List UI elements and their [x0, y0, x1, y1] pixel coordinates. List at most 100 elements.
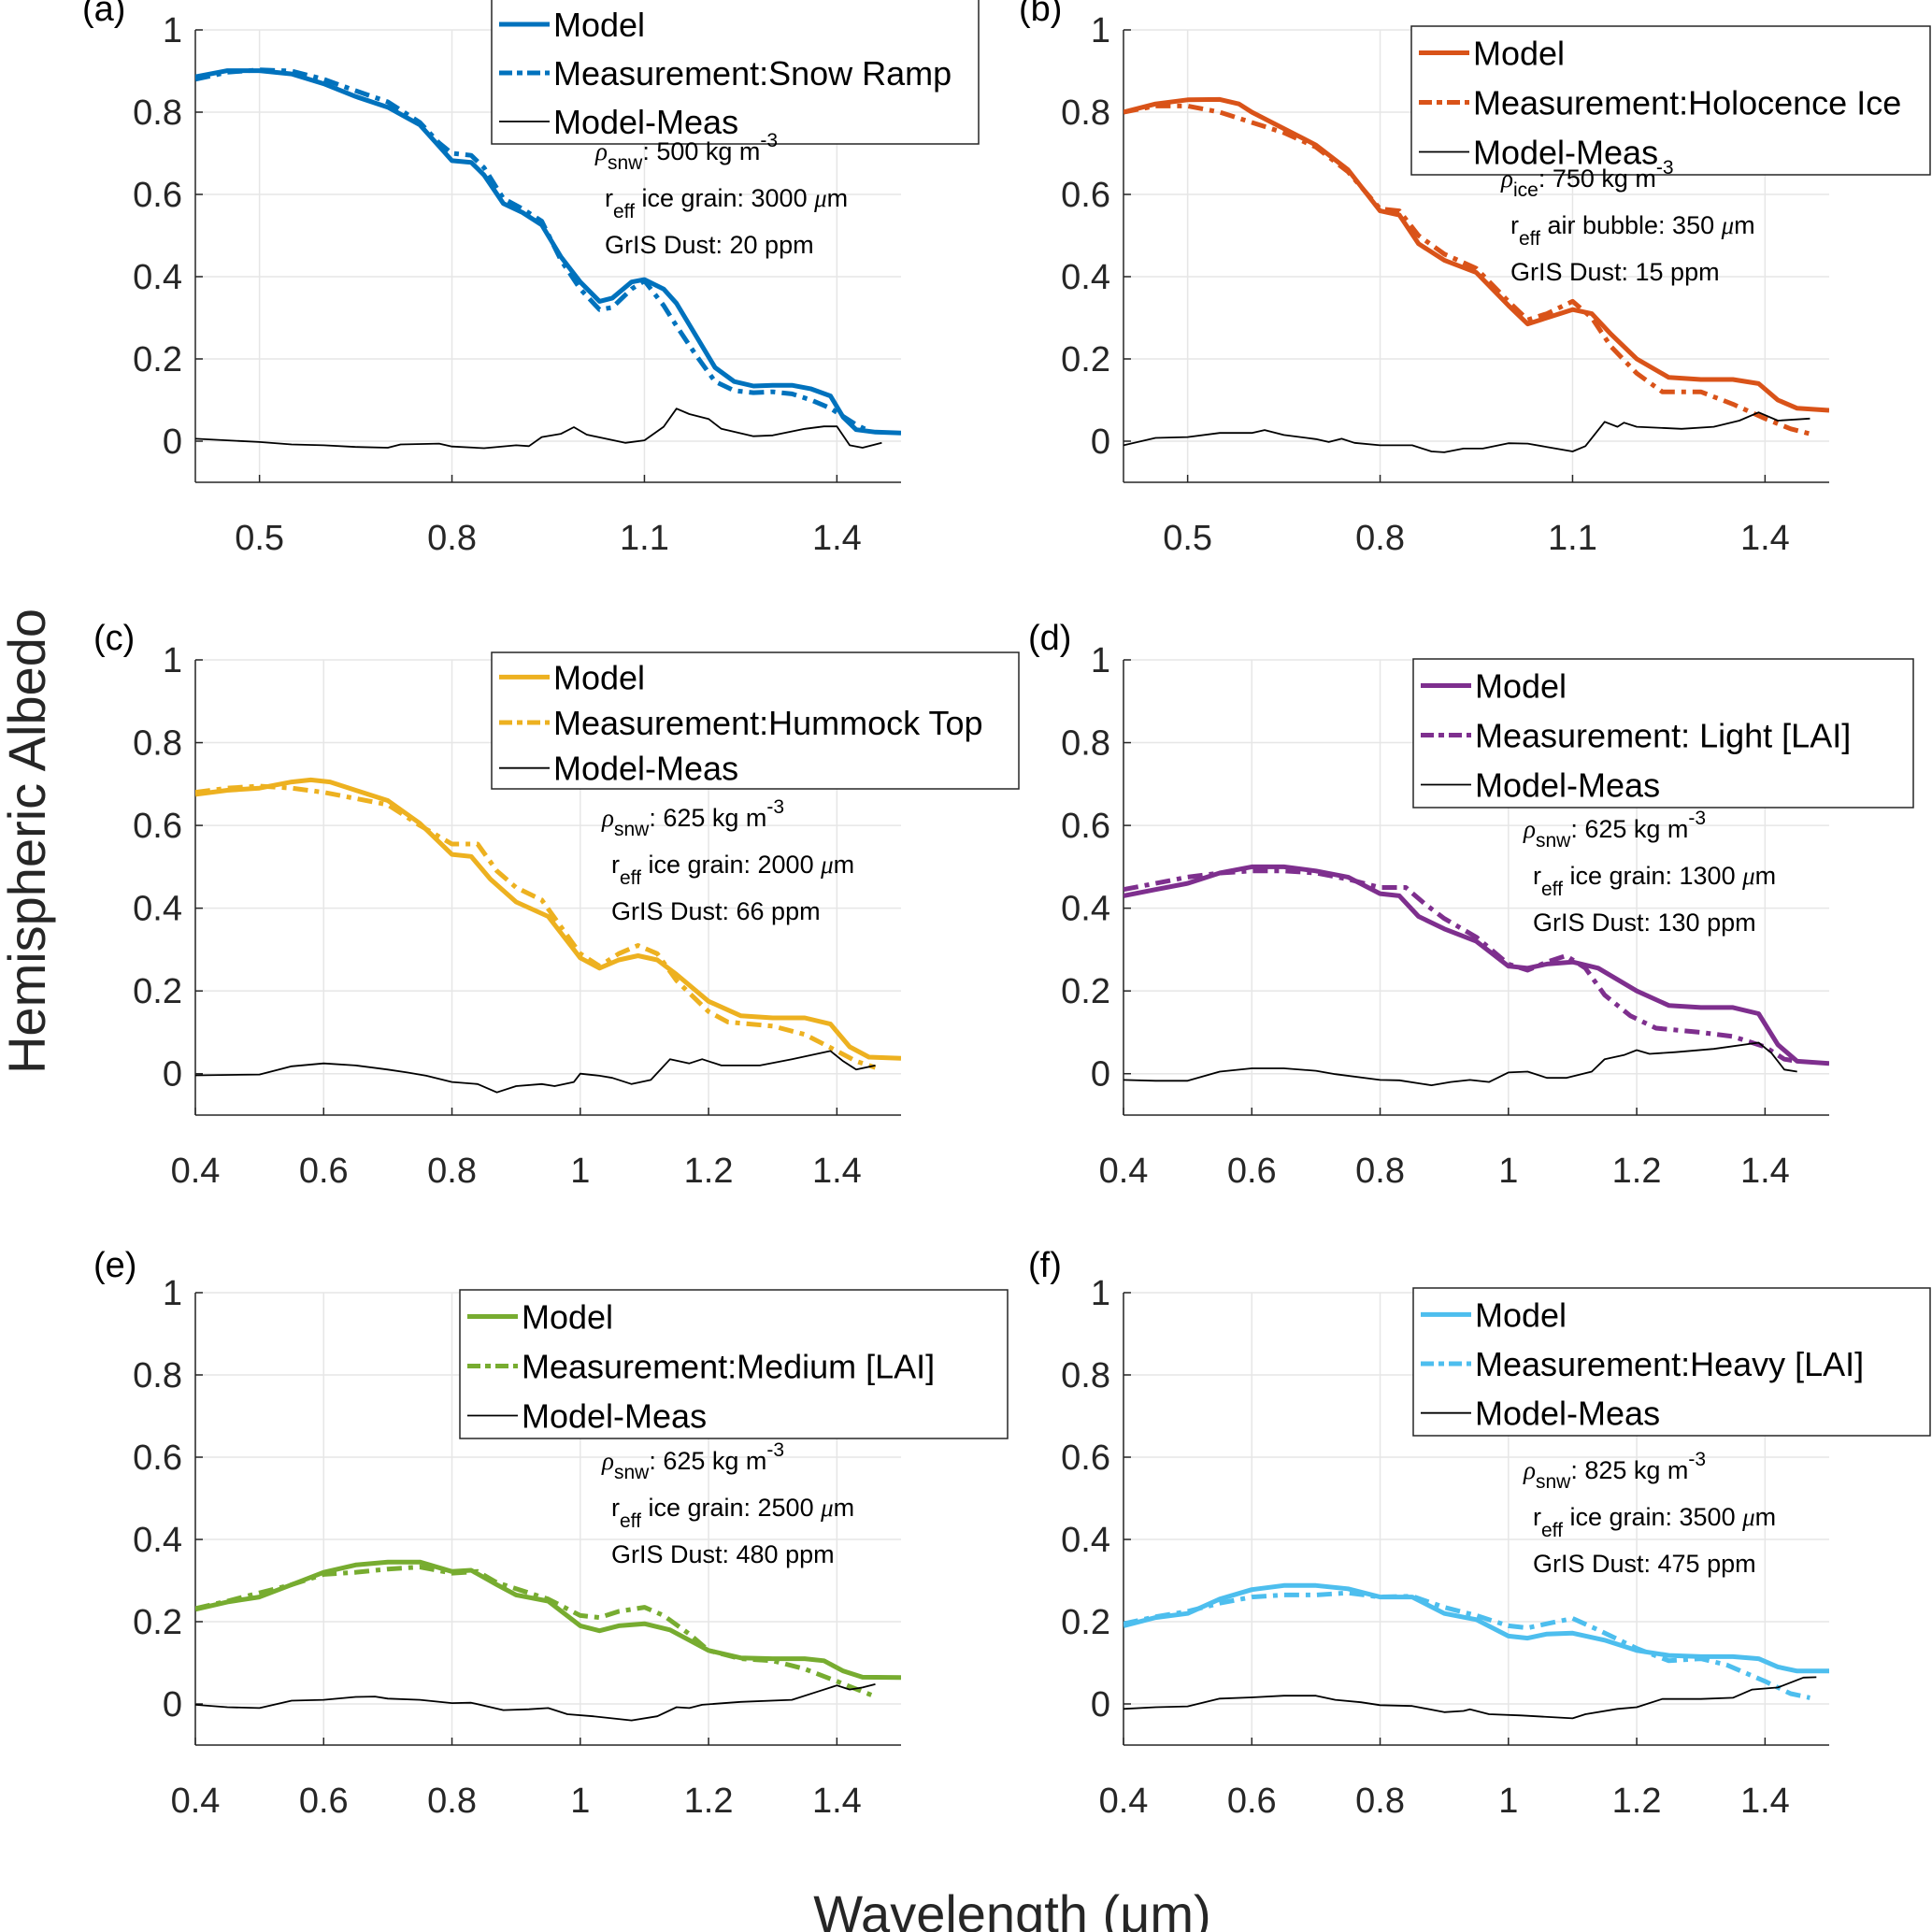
plot-area	[1123, 864, 1829, 1086]
density-annotation: ρsnw: 625 kg m-3	[601, 796, 784, 840]
y-tick-label: 0.8	[1061, 1356, 1110, 1395]
y-tick-label: 0.8	[133, 93, 182, 133]
y-tick-label: 0.4	[133, 1521, 182, 1560]
plot-area	[1123, 96, 1829, 453]
x-axis-title: Wavelength (μm)	[813, 1884, 1210, 1932]
x-tick-label: 1	[570, 1152, 590, 1191]
measurement-series-line	[195, 1565, 877, 1699]
legend: Model Measurement:Heavy [LAI] Model-Meas	[1412, 1287, 1931, 1437]
y-tick-label: 0	[163, 1055, 182, 1095]
y-tick-label: 0	[1091, 422, 1110, 462]
legend: Model Measurement:Snow Ramp Model-Meas	[491, 0, 980, 145]
y-tick-label: 0.8	[1061, 724, 1110, 764]
panel-label: (d)	[1028, 619, 1071, 658]
y-tick-label: 1	[1091, 1274, 1110, 1313]
panel-label: (e)	[93, 1246, 136, 1285]
x-tick-label: 0.8	[1355, 1782, 1405, 1821]
panel-f: 0.4 0.6 0.8 1 1.2 1.4 0 0.2 0.4 0.6 0.8 1 (f) Model Me…	[1028, 1246, 1931, 1821]
x-tick-label: 1.1	[620, 519, 669, 558]
measurement-series-line	[195, 67, 870, 434]
dust-annotation: GrIS Dust: 20 ppm	[605, 231, 814, 259]
y-tick-label: 1	[163, 641, 182, 680]
radius-annotation: reff ice grain: 2000 μm	[611, 851, 854, 889]
x-tick-label: 1.4	[1740, 1782, 1790, 1821]
x-tick-label: 0.4	[171, 1782, 221, 1821]
x-tick-label: 1.2	[1612, 1152, 1662, 1191]
radius-annotation: reff ice grain: 3500 μm	[1533, 1503, 1776, 1541]
model-series-line	[195, 68, 901, 436]
x-tick-label: 0.6	[299, 1152, 349, 1191]
panel-c: 0.4 0.6 0.8 1 1.2 1.4 0 0.2 0.4 0.6 0.8 1 (c) Model Me…	[93, 619, 1020, 1191]
model-series-line	[1123, 1582, 1829, 1674]
x-tick-label: 1.1	[1548, 519, 1597, 558]
x-tick-label: 0.4	[171, 1152, 221, 1191]
difference-series-line	[195, 1050, 876, 1094]
x-tick-label: 0.8	[1355, 1152, 1405, 1191]
dust-annotation: GrIS Dust: 130 ppm	[1533, 909, 1756, 937]
plot-area	[1123, 1582, 1829, 1720]
dust-annotation: GrIS Dust: 480 ppm	[611, 1540, 835, 1568]
legend-entry-label: Model-Meas	[1475, 1395, 1660, 1433]
legend: Model Measurement:Holocence Ice Model-Meas	[1410, 25, 1931, 176]
density-annotation: ρsnw: 500 kg m-3	[594, 130, 778, 174]
y-tick-label: 0.4	[133, 258, 182, 297]
legend-box	[1412, 1287, 1931, 1437]
y-tick-label: 0.4	[133, 890, 182, 929]
x-tick-label: 1.4	[812, 1782, 862, 1821]
x-tick-label: 0.5	[235, 519, 284, 558]
legend-entry-label: Model	[522, 1298, 613, 1337]
legend-entry-label: Measurement: Light [LAI]	[1475, 717, 1851, 755]
x-tick-label: 0.4	[1099, 1782, 1149, 1821]
difference-series-line	[195, 408, 882, 450]
x-tick-label: 1.4	[1740, 519, 1790, 558]
density-annotation: ρsnw: 625 kg m-3	[1523, 808, 1706, 852]
x-tick-label: 1	[1498, 1782, 1518, 1821]
parameter-annotation: ρsnw: 825 kg m-3 reff ice grain: 3500 μm G…	[1523, 1449, 1776, 1578]
y-tick-label: 0.6	[133, 807, 182, 846]
legend-box	[1412, 658, 1914, 809]
measurement-series-line	[195, 783, 877, 1070]
x-tick-label: 0.8	[427, 1152, 477, 1191]
difference-series-line	[1123, 411, 1810, 453]
y-tick-label: 0.6	[133, 176, 182, 215]
parameter-annotation: ρsnw: 625 kg m-3 reff ice grain: 2500 μm G…	[601, 1439, 854, 1568]
panel-label: (a)	[82, 0, 125, 29]
y-tick-label: 0.2	[133, 1603, 182, 1642]
y-tick-label: 0.6	[1061, 176, 1110, 215]
model-series-line	[1123, 96, 1829, 413]
parameter-annotation: ρice: 750 kg m-3 reff air bubble: 350 μm G…	[1500, 157, 1755, 286]
x-tick-label: 1	[570, 1782, 590, 1821]
legend-entry-label: Measurement:Medium [LAI]	[522, 1348, 935, 1386]
y-tick-label: 0.8	[133, 1356, 182, 1395]
legend-entry-label: Model	[553, 6, 645, 44]
legend: Model Measurement:Medium [LAI] Model-Meas	[459, 1289, 1009, 1439]
y-tick-label: 0	[1091, 1055, 1110, 1095]
legend-entry-label: Measurement:Heavy [LAI]	[1475, 1345, 1864, 1383]
density-annotation: ρice: 750 kg m-3	[1500, 157, 1674, 201]
parameter-annotation: ρsnw: 625 kg m-3 reff ice grain: 1300 μm G…	[1523, 808, 1776, 937]
plot-area	[195, 777, 901, 1094]
model-series-line	[195, 1559, 901, 1681]
x-tick-label: 0.8	[427, 519, 477, 558]
legend: Model Measurement:Hummock Top Model-Meas	[491, 651, 1020, 790]
legend: Model Measurement: Light [LAI] Model-Meas	[1412, 658, 1914, 809]
y-tick-label: 0	[163, 1685, 182, 1724]
legend-entry-label: Model-Meas	[1473, 134, 1658, 172]
model-series-line	[195, 777, 901, 1061]
panel-b: 0.5 0.8 1.1 1.4 0 0.2 0.4 0.6 0.8 1 (b) Model Measur…	[1019, 0, 1931, 558]
measurement-series-line	[1123, 868, 1798, 1064]
y-tick-label: 0.2	[1061, 1603, 1110, 1642]
legend-entry-label: Model	[1473, 35, 1565, 73]
y-tick-label: 0.8	[1061, 93, 1110, 133]
radius-annotation: reff ice grain: 2500 μm	[611, 1494, 854, 1532]
difference-series-line	[1123, 1676, 1817, 1720]
y-tick-label: 0.2	[133, 972, 182, 1011]
x-tick-label: 0.6	[1227, 1152, 1277, 1191]
parameter-annotation: ρsnw: 500 kg m-3 reff ice grain: 3000 μm G…	[594, 130, 848, 259]
legend-entry-label: Model	[553, 658, 645, 696]
dust-annotation: GrIS Dust: 475 ppm	[1533, 1550, 1756, 1578]
measurement-series-line	[1123, 1590, 1810, 1700]
measurement-series-line	[1123, 103, 1811, 436]
x-tick-label: 1.2	[1612, 1782, 1662, 1821]
